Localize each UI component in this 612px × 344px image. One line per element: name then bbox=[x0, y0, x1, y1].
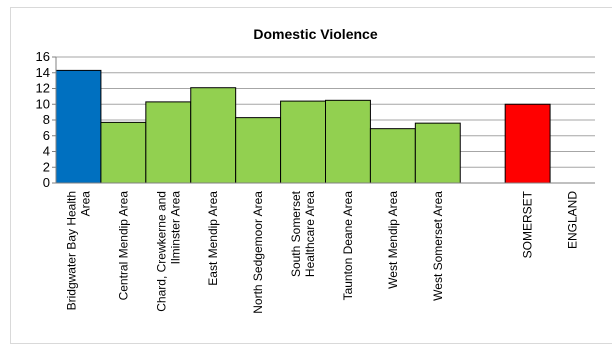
x-category-label: ENGLAND bbox=[566, 191, 580, 249]
y-tick-label: 0 bbox=[43, 175, 50, 190]
bar bbox=[145, 101, 192, 184]
chart-title: Domestic Violence bbox=[253, 26, 377, 42]
x-category-label: Taunton Deane Area bbox=[341, 191, 355, 301]
bar bbox=[325, 99, 371, 184]
x-category-label: West Somerset Area bbox=[431, 191, 445, 301]
bar bbox=[369, 128, 416, 184]
x-category-label: North Sedgemoor Area bbox=[251, 191, 265, 314]
y-tick-label: 2 bbox=[43, 159, 50, 174]
x-category-label: Bridgwater Bay Health bbox=[64, 191, 78, 310]
x-category-label: Chard, Crewkerne and bbox=[154, 191, 168, 312]
x-category-label: South Somerset bbox=[289, 190, 303, 277]
y-tick-label: 14 bbox=[36, 65, 50, 80]
bar bbox=[190, 87, 237, 184]
y-tick-label: 10 bbox=[36, 96, 50, 111]
x-category-label: Healthcare Area bbox=[303, 191, 317, 277]
x-category-label: SOMERSET bbox=[521, 190, 535, 258]
y-tick-label: 4 bbox=[43, 144, 50, 159]
bar bbox=[100, 121, 147, 184]
x-category-label: East Mendip Area bbox=[206, 191, 220, 286]
y-tick-label: 6 bbox=[43, 128, 50, 143]
x-category-label: Central Mendip Area bbox=[116, 191, 130, 301]
x-category-label: Ilminster Area bbox=[168, 191, 182, 265]
y-tick-label: 8 bbox=[43, 112, 50, 127]
bar bbox=[235, 117, 282, 184]
bar bbox=[280, 100, 327, 184]
bar bbox=[414, 122, 461, 184]
bars bbox=[55, 69, 551, 184]
y-tick-label: 16 bbox=[36, 49, 50, 64]
bar bbox=[55, 69, 102, 184]
x-category-label: Area bbox=[78, 191, 92, 217]
x-axis: Bridgwater Bay Health Area Central Mendip … bbox=[56, 182, 595, 314]
y-tick-label: 12 bbox=[36, 81, 50, 96]
bar bbox=[504, 103, 551, 184]
x-category-label: West Mendip Area bbox=[386, 191, 400, 289]
